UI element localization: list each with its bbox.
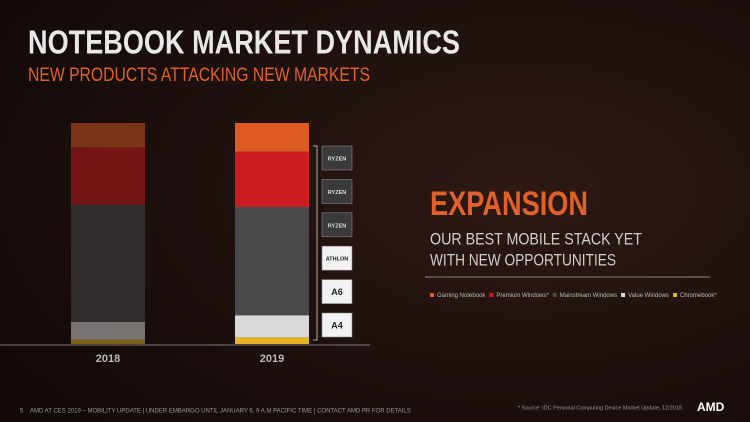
bar-segment bbox=[235, 151, 309, 207]
legend-label: Premium Windows* bbox=[496, 293, 549, 299]
bar-segment bbox=[71, 123, 145, 148]
headline: EXPANSION bbox=[430, 185, 588, 223]
legend-label: Chromebook* bbox=[680, 293, 717, 299]
footer: AMD AT CES 2019 – MOBILITY UPDATE | UNDE… bbox=[30, 409, 411, 415]
badge-label: RYZEN bbox=[328, 223, 346, 229]
x-tick-label: 2019 bbox=[260, 353, 284, 365]
bracket bbox=[313, 145, 318, 341]
x-tick-label: 2018 bbox=[96, 353, 120, 365]
bar-segment bbox=[235, 337, 309, 344]
legend-label: Value Windows bbox=[628, 293, 669, 299]
badge bbox=[321, 179, 353, 204]
bar-segment bbox=[235, 206, 309, 316]
legend-label: Gaming Notebook bbox=[437, 293, 486, 299]
bar-segment bbox=[235, 123, 309, 152]
legend-swatch bbox=[489, 293, 494, 297]
bar-stack bbox=[235, 123, 309, 344]
badge bbox=[321, 212, 353, 238]
bar-segment bbox=[71, 321, 145, 340]
legend-swatch bbox=[430, 293, 434, 297]
tagline: OUR BEST MOBILE STACK YET bbox=[430, 229, 642, 248]
badge bbox=[321, 145, 353, 171]
bar-segment bbox=[235, 315, 309, 338]
legend-swatch bbox=[552, 293, 557, 297]
bar-segment bbox=[71, 204, 145, 322]
badge-label: ATHLON bbox=[326, 257, 349, 263]
bar-stack bbox=[71, 123, 145, 344]
legend-label: Mainstream Windows bbox=[560, 293, 617, 299]
legend-swatch bbox=[673, 293, 678, 297]
badge-label: A6 bbox=[331, 287, 343, 297]
source: * Source: IDC Personal Computing Device … bbox=[518, 405, 682, 411]
tagline: WITH NEW OPPORTUNITIES bbox=[430, 250, 616, 269]
legend-swatch bbox=[621, 293, 626, 297]
badge-label: A4 bbox=[331, 320, 343, 330]
subtitle: NEW PRODUCTS ATTACKING NEW MARKETS bbox=[28, 65, 370, 86]
badge-label: RYZEN bbox=[328, 156, 346, 162]
badge bbox=[321, 245, 353, 271]
badge-label: RYZEN bbox=[328, 190, 346, 196]
logo: AMD bbox=[697, 400, 725, 414]
bar-segment bbox=[71, 147, 145, 205]
title: NOTEBOOK MARKET DYNAMICS bbox=[28, 24, 460, 61]
badge bbox=[321, 312, 353, 338]
badge bbox=[321, 279, 353, 304]
bar-segment bbox=[71, 339, 145, 344]
page-number: 5 bbox=[20, 409, 24, 415]
